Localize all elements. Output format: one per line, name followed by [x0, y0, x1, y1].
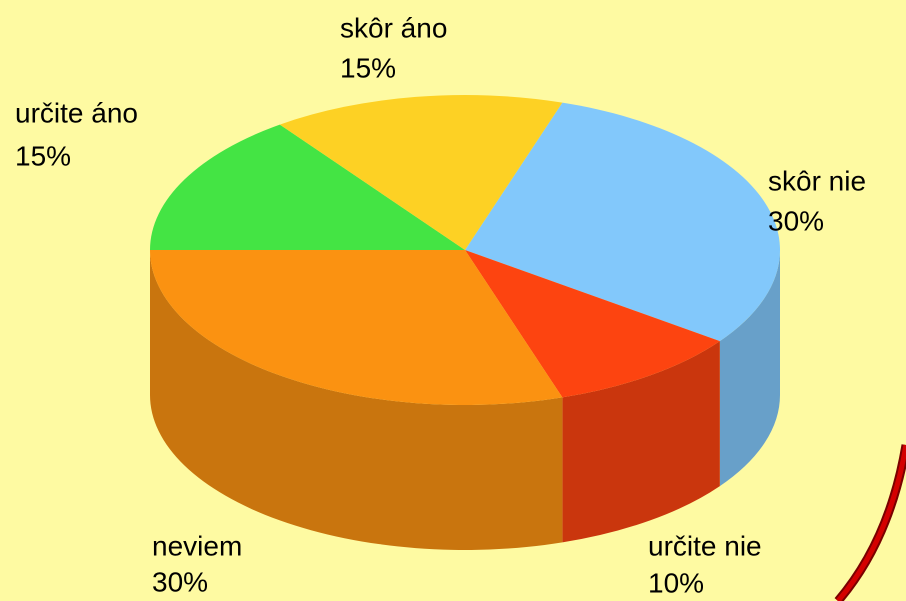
slice-value-label: 30%: [152, 566, 208, 597]
slice: [465, 250, 720, 398]
slice: [150, 250, 563, 405]
slice-label: skôr áno: [340, 12, 447, 43]
slice-label: určite nie: [648, 530, 762, 561]
slice-value-label: 15%: [15, 140, 71, 171]
pie-tops: [150, 94, 781, 405]
slice: [150, 124, 465, 250]
slice-label: skôr nie: [768, 165, 866, 196]
slice-label: určite áno: [15, 97, 138, 128]
slice-side: [150, 250, 563, 550]
slice-value-label: 30%: [768, 205, 824, 236]
pie-sides: [150, 250, 780, 550]
decorative-arc: [836, 444, 906, 601]
slice: [465, 102, 781, 342]
slice: [279, 94, 563, 250]
slice-side: [562, 341, 720, 543]
slice-value-label: 15%: [340, 52, 396, 83]
slice-value-label: 10%: [648, 567, 704, 598]
pie-labels: skôr nie 30% určite nie 10% neviem 30% určite …: [15, 12, 866, 598]
slice-side: [719, 250, 780, 487]
slice-label: neviem: [152, 530, 242, 561]
